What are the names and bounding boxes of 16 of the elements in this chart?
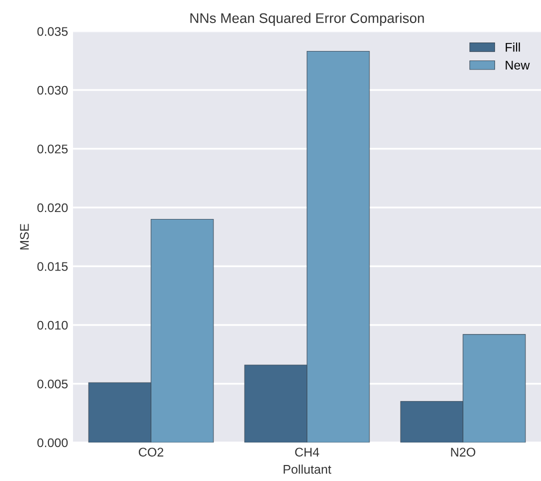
- legend-label: Fill: [506, 42, 520, 52]
- y-tick-label: 0.025: [37, 144, 68, 154]
- y-tick-label: 0.000: [37, 438, 68, 448]
- y-tick-label: 0.020: [37, 203, 68, 212]
- chart-title: NNs Mean Squared Error Comparison: [190, 12, 424, 26]
- y-tick-label: 0.005: [37, 380, 68, 388]
- y-axis-title: MSE: [20, 224, 29, 250]
- x-tick-label: N2O: [451, 448, 476, 457]
- x-tick-label: CO2: [138, 448, 164, 457]
- x-axis-title: Pollutant: [284, 464, 332, 474]
- legend-label: New: [506, 60, 530, 70]
- y-tick-label: 0.035: [37, 27, 68, 36]
- x-tick-label: CH4: [295, 448, 320, 457]
- y-tick-label: 0.015: [37, 262, 68, 271]
- y-tick-label: 0.010: [37, 320, 68, 330]
- y-tick-label: 0.030: [37, 86, 68, 95]
